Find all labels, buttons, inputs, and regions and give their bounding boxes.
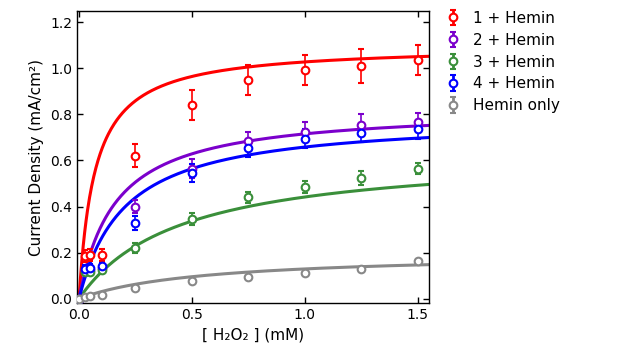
- X-axis label: [ H₂O₂ ] (mM): [ H₂O₂ ] (mM): [202, 328, 304, 343]
- Y-axis label: Current Density (mA/cm²): Current Density (mA/cm²): [29, 58, 44, 256]
- Legend: 1 + Hemin, 2 + Hemin, 3 + Hemin, 4 + Hemin, Hemin only: 1 + Hemin, 2 + Hemin, 3 + Hemin, 4 + Hem…: [440, 11, 560, 113]
